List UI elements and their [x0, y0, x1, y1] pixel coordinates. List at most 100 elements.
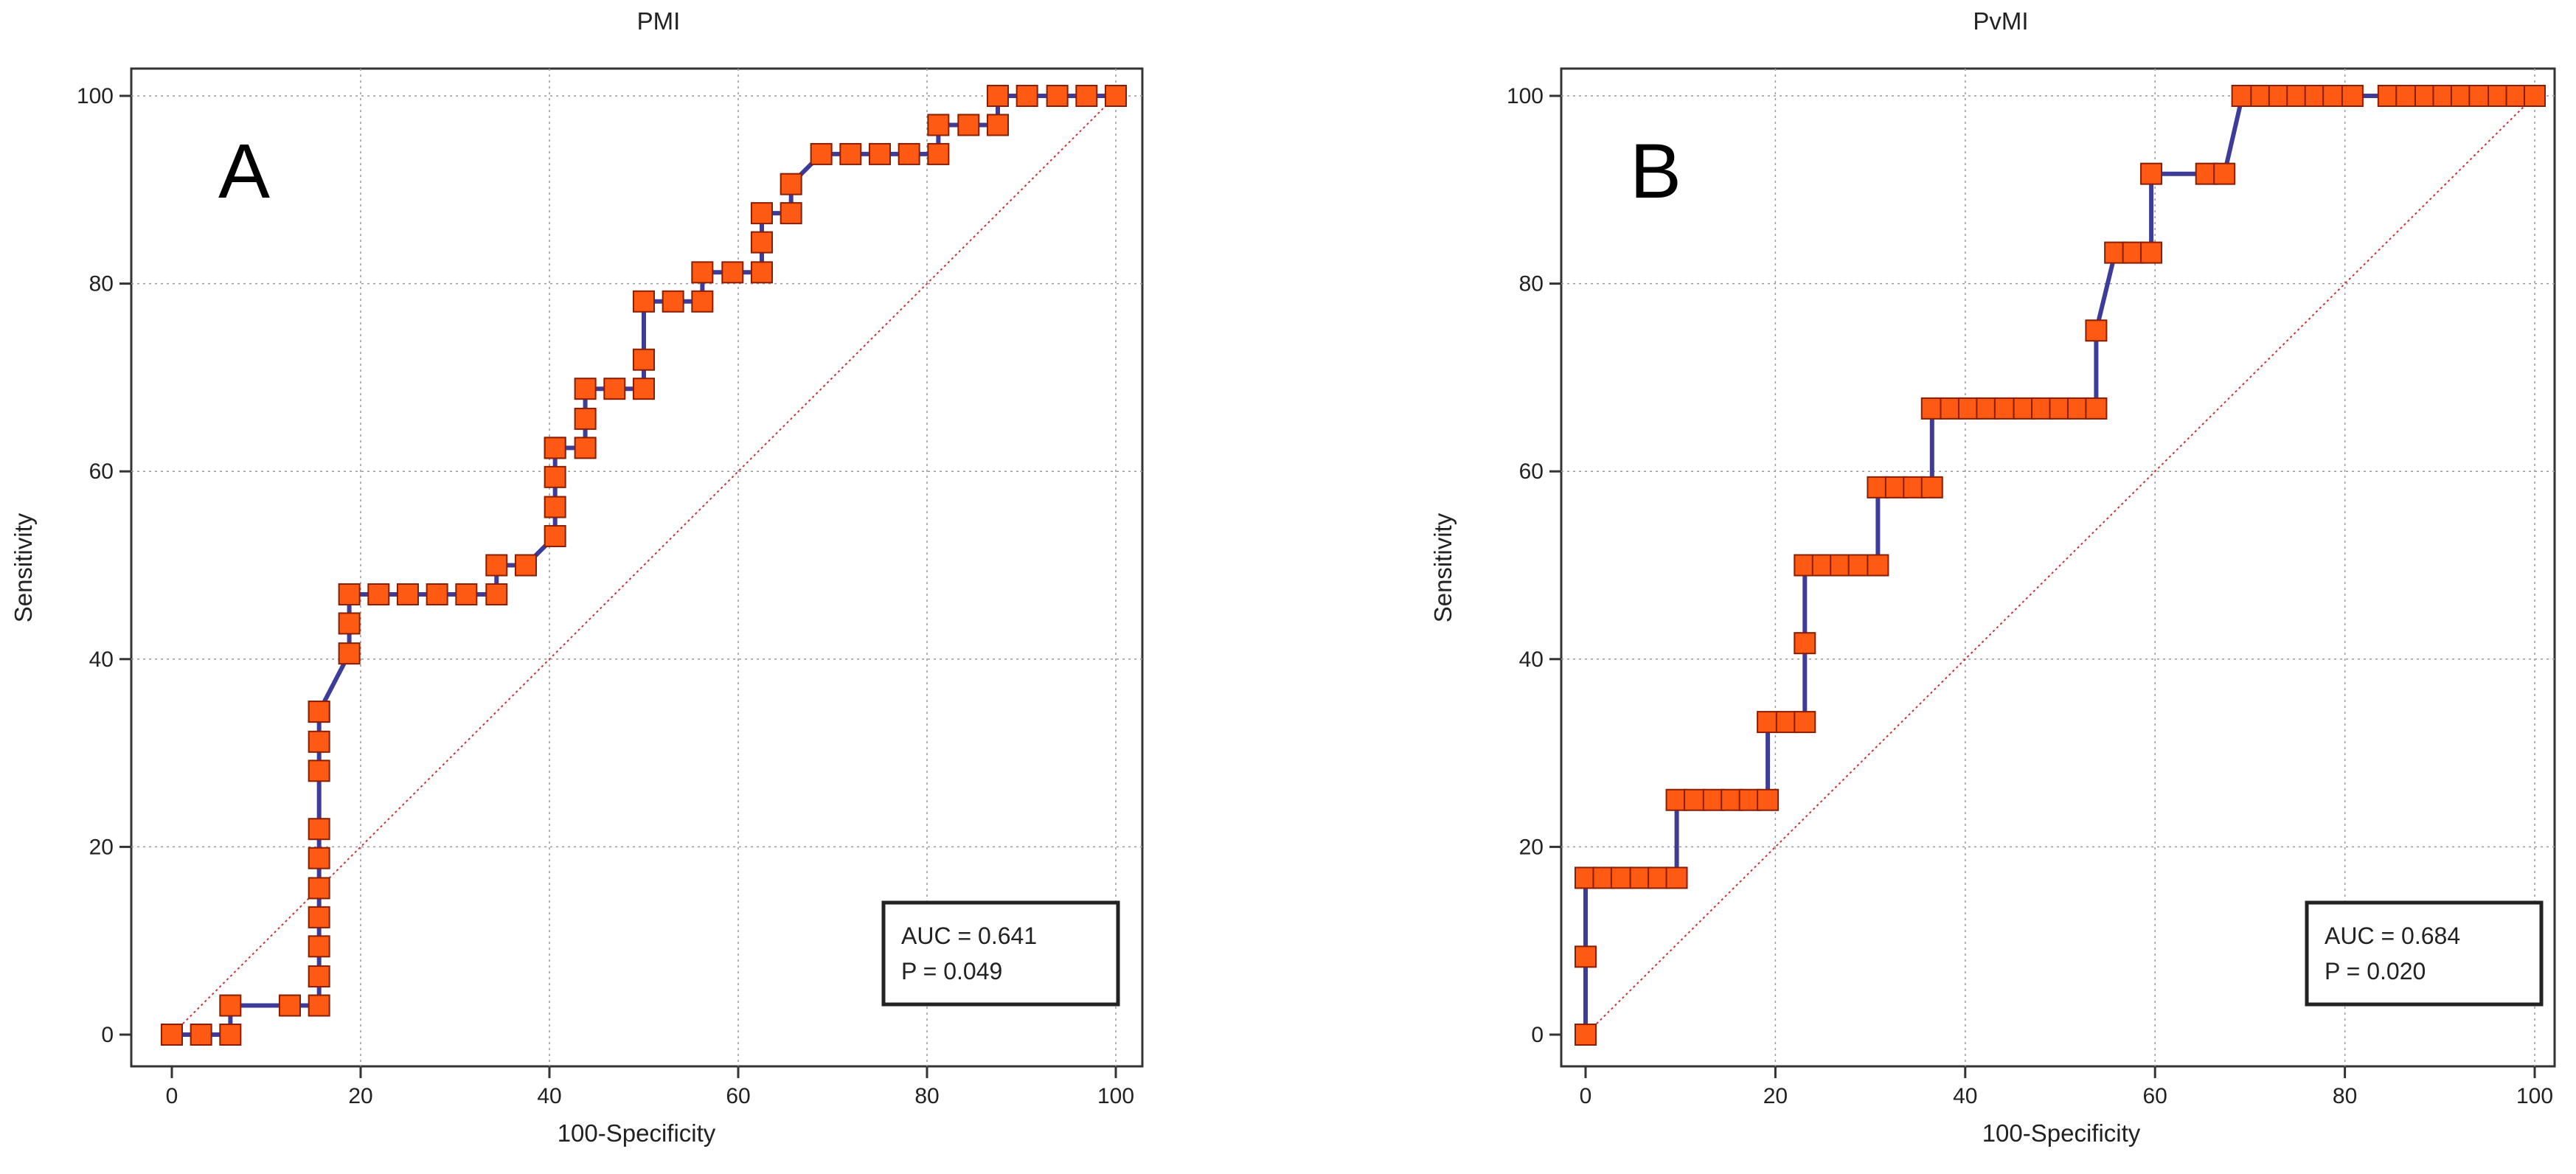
y-tick-label: 20 [1519, 835, 1544, 859]
y-tick-label: 80 [1519, 272, 1544, 296]
roc-point-marker [2322, 85, 2345, 107]
x-tick-label: 40 [537, 1084, 561, 1108]
y-tick-label: 40 [89, 647, 114, 672]
roc-point-marker [308, 847, 330, 869]
roc-point-marker [1920, 397, 1943, 420]
roc-point-marker [367, 583, 390, 605]
roc-point-marker [2505, 85, 2528, 107]
roc-point-marker [2122, 241, 2145, 264]
roc-point-marker [190, 1024, 212, 1046]
x-tick-label: 20 [348, 1084, 372, 1108]
x-tick-label: 100 [2516, 1084, 2553, 1108]
roc-point-marker [574, 378, 597, 400]
roc-point-marker [308, 906, 330, 928]
roc-point-marker [574, 407, 597, 430]
roc-curve-line [172, 94, 1116, 1037]
roc-point-marker [544, 437, 566, 459]
roc-point-marker [338, 642, 361, 665]
y-tick-label: 0 [1531, 1023, 1544, 1047]
y-tick-label: 40 [1519, 647, 1544, 672]
roc-point-marker [1105, 85, 1127, 107]
roc-point-marker [839, 142, 862, 165]
roc-point-marker [2140, 162, 2163, 185]
x-axis-title: 100-Specificity [558, 1119, 716, 1147]
roc-point-marker [927, 114, 950, 136]
auc-value: AUC = 0.641 [901, 923, 1037, 949]
roc-point-marker [1046, 85, 1069, 107]
roc-point-marker [957, 114, 980, 136]
x-tick-label: 40 [1953, 1084, 1977, 1108]
roc-point-marker [2414, 85, 2437, 107]
grid-lines [1561, 69, 2555, 1066]
y-tick-label: 60 [1519, 459, 1544, 484]
roc-point-marker [2341, 85, 2364, 107]
roc-point-marker [397, 583, 419, 605]
roc-point-marker [308, 935, 330, 958]
roc-point-marker [691, 261, 714, 284]
x-tick-label: 0 [1580, 1084, 1592, 1108]
grid-lines [131, 69, 1142, 1066]
roc-point-marker [1794, 711, 1816, 734]
y-tick-label: 80 [89, 272, 114, 296]
roc-point-marker [633, 290, 655, 313]
roc-point-marker [1830, 554, 1853, 577]
roc-point-marker [2395, 85, 2418, 107]
roc-point-marker [869, 142, 891, 165]
roc-point-marker [1794, 632, 1816, 655]
x-tick-label: 80 [2333, 1084, 2357, 1108]
chart-panel-b: PvMI 0 20 40 60 80 100 0 20 40 60 80 100 100-Speci… [1429, 7, 2556, 1147]
y-tick-label: 20 [89, 835, 114, 859]
roc-point-marker [1016, 85, 1038, 107]
x-axis-ticks: 0 20 40 60 80 100 [166, 1066, 1134, 1108]
roc-point-marker [1738, 788, 1761, 811]
chart-title: PMI [637, 7, 681, 35]
roc-point-marker [1867, 554, 1889, 577]
roc-point-marker [2085, 319, 2108, 342]
x-tick-label: 20 [1763, 1084, 1788, 1108]
auc-annotation-box: AUC = 0.641 P = 0.049 [881, 900, 1120, 1007]
roc-point-marker [751, 202, 773, 225]
roc-point-marker [898, 142, 920, 165]
x-tick-label: 100 [1097, 1084, 1134, 1108]
roc-point-marker [1575, 1024, 1597, 1046]
roc-point-marker [219, 1024, 242, 1046]
roc-point-marker [2450, 85, 2473, 107]
roc-point-marker [338, 612, 361, 635]
roc-point-marker [1665, 866, 1688, 889]
plot-frame [1560, 67, 2556, 1068]
roc-point-marker [1811, 554, 1834, 577]
roc-point-marker [691, 290, 714, 313]
roc-point-marker [603, 378, 626, 400]
y-axis-title: Sensitivity [10, 513, 37, 622]
x-tick-label: 60 [726, 1084, 750, 1108]
roc-point-marker [1993, 397, 2016, 420]
y-axis-ticks: 0 20 40 60 80 100 [1507, 84, 1561, 1047]
x-tick-label: 0 [166, 1084, 178, 1108]
roc-point-marker [1847, 554, 1870, 577]
roc-point-marker [338, 583, 361, 605]
roc-point-marker [1684, 788, 1707, 811]
p-value: P = 0.049 [901, 958, 1002, 984]
roc-point-marker [485, 583, 508, 605]
roc-point-marker [987, 85, 1009, 107]
roc-point-marker [987, 114, 1009, 136]
panel-label: A [218, 128, 270, 215]
chart-panel-a: PMI 0 20 40 60 80 100 0 20 40 60 80 100 100-Specif… [10, 7, 1144, 1147]
roc-point-marker [1757, 788, 1780, 811]
x-tick-label: 60 [2143, 1084, 2167, 1108]
roc-point-marker [544, 465, 566, 488]
roc-point-marker [1665, 788, 1688, 811]
reference-diagonal-line [1585, 95, 2535, 1035]
roc-point-marker [780, 202, 802, 225]
roc-point-marker [927, 142, 950, 165]
roc-point-marker [2524, 85, 2546, 107]
y-tick-label: 0 [101, 1023, 114, 1047]
roc-point-marker [544, 496, 566, 518]
roc-point-marker [1757, 711, 1780, 734]
chart-title: PvMI [1973, 7, 2028, 35]
y-axis-ticks: 0 20 40 60 80 100 [77, 84, 131, 1047]
roc-point-marker [308, 701, 330, 723]
roc-point-marker [1920, 476, 1943, 499]
roc-point-marker [308, 877, 330, 900]
